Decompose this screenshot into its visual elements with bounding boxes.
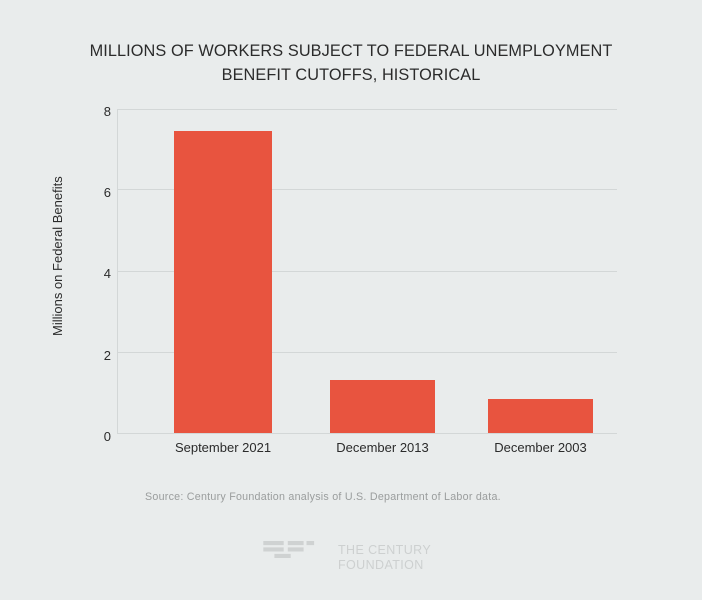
svg-text:THE CENTURY: THE CENTURY — [338, 543, 431, 557]
svg-text:FOUNDATION: FOUNDATION — [338, 558, 424, 572]
